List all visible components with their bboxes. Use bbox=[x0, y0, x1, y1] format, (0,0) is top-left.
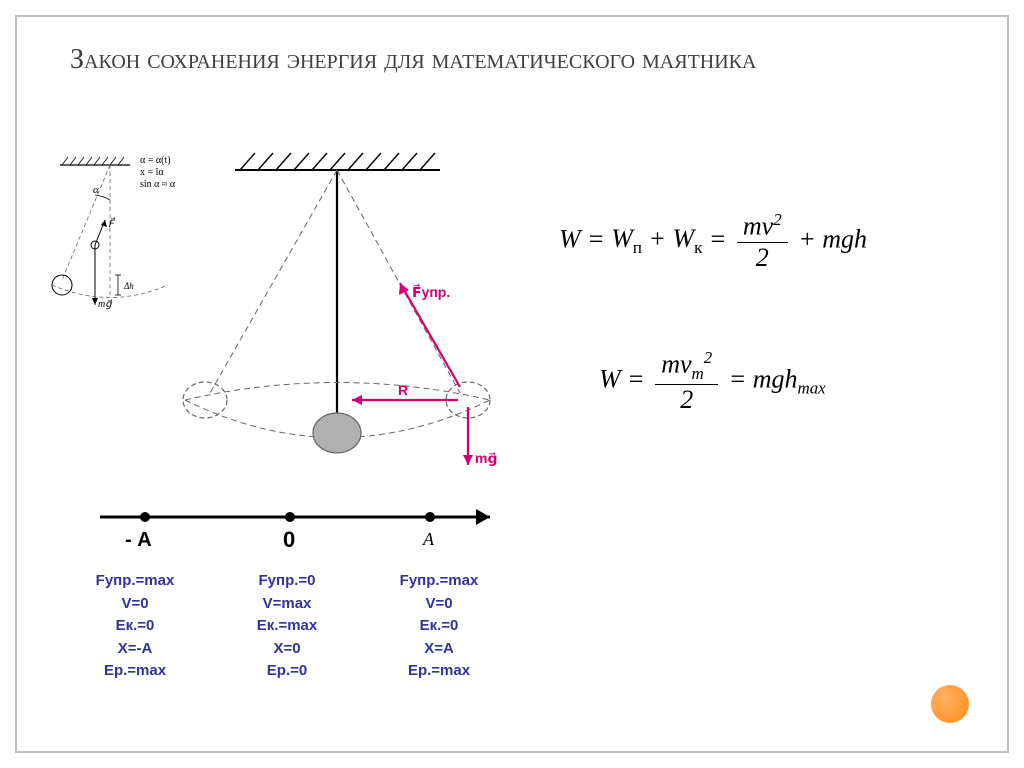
state-columns: Fупр.=max V=0 Ек.=0 X=-A Ер.=max Fупр.=0… bbox=[65, 570, 509, 683]
axis-line: - А 0 А bbox=[90, 495, 510, 555]
energy-formula-2: W = mvm2 2 = mghmax bbox=[599, 348, 969, 415]
f1-lhs: W bbox=[559, 224, 581, 253]
state-left: Fупр.=max V=0 Ек.=0 X=-A Ер.=max bbox=[65, 570, 205, 683]
inset-figure: α = α(t) x = lα sin α ≈ α α F⃗ Δh mg⃗ bbox=[52, 155, 176, 310]
svg-text:sin α ≈ α: sin α ≈ α bbox=[140, 179, 176, 190]
f1-mid: Wп + Wк bbox=[611, 224, 702, 253]
svg-text:Δh: Δh bbox=[123, 281, 134, 291]
state-mid: Fупр.=0 V=max Ек.=max X=0 Ер.=0 bbox=[217, 570, 357, 683]
axis-zero: 0 bbox=[283, 527, 295, 553]
axis-pos-a: А bbox=[423, 529, 434, 550]
svg-text:F⃗: F⃗ bbox=[108, 217, 116, 230]
slide-title: Закон сохранения энергия для математичес… bbox=[70, 42, 756, 78]
main-figure: F⃗упр. R mg⃗ bbox=[183, 153, 497, 466]
svg-text:F⃗упр.: F⃗упр. bbox=[412, 283, 450, 300]
svg-text:α: α bbox=[93, 184, 99, 196]
f2-lhs: W bbox=[599, 364, 621, 393]
svg-text:α = α(t): α = α(t) bbox=[140, 155, 171, 166]
energy-formula-1: W = Wп + Wк = mv2 2 + mgh bbox=[559, 210, 969, 273]
svg-text:R: R bbox=[398, 382, 408, 398]
formula-block: W = Wп + Wк = mv2 2 + mgh W = mvm2 2 = m… bbox=[559, 210, 969, 490]
svg-text:x = lα: x = lα bbox=[140, 167, 164, 178]
axis-neg-a: - А bbox=[125, 529, 152, 552]
state-right: Fупр.=max V=0 Ек.=0 X=A Ер.=max bbox=[369, 570, 509, 683]
svg-text:mg⃗: mg⃗ bbox=[475, 450, 497, 466]
accent-dot-icon bbox=[931, 685, 969, 723]
svg-text:mg⃗: mg⃗ bbox=[98, 299, 113, 310]
